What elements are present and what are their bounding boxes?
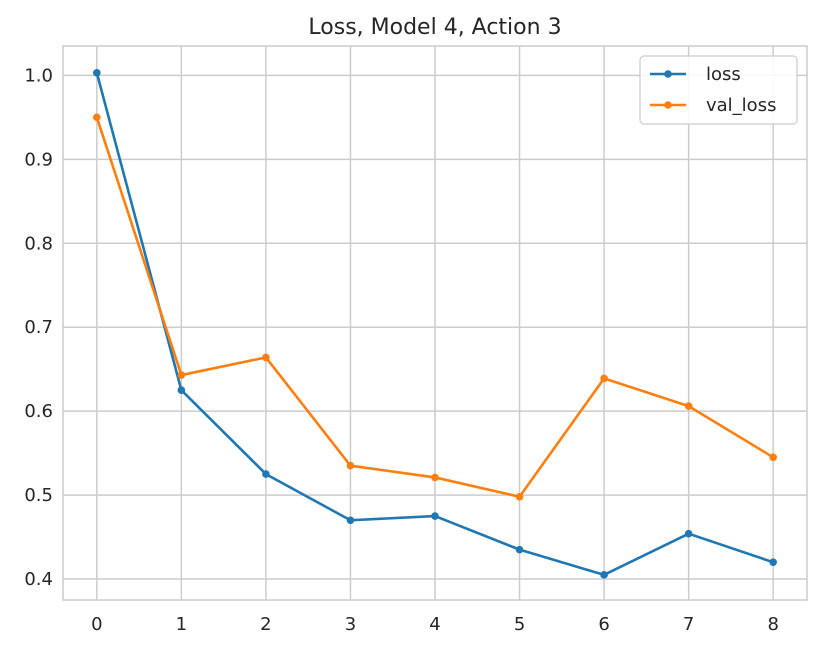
y-tick-label: 0.7 xyxy=(24,317,53,338)
data-point xyxy=(515,492,524,501)
series-val-loss xyxy=(93,113,777,501)
data-point xyxy=(431,473,439,482)
legend-marker xyxy=(664,101,672,109)
data-point xyxy=(515,545,524,554)
x-tick-label: 8 xyxy=(767,614,778,635)
x-tick-label: 5 xyxy=(514,614,525,635)
chart-title: Loss, Model 4, Action 3 xyxy=(308,15,561,40)
y-tick-label: 0.4 xyxy=(24,569,53,590)
tick-layer: 0 1 2 3 4 5 6 7 8 0.4 0.5 0.6 0.7 0.8 0.9 1.0 xyxy=(24,65,779,635)
x-tick-label: 3 xyxy=(345,614,356,635)
legend-label: val_loss xyxy=(706,95,776,116)
data-point xyxy=(684,529,693,538)
data-point xyxy=(93,69,101,77)
y-tick-label: 0.9 xyxy=(24,149,53,170)
data-point xyxy=(262,353,270,362)
grid-layer xyxy=(63,46,807,600)
y-tick-label: 0.5 xyxy=(24,485,53,506)
x-tick-label: 7 xyxy=(683,614,694,635)
x-tick-label: 4 xyxy=(429,614,440,635)
data-point xyxy=(769,558,777,567)
data-point xyxy=(431,512,439,520)
data-point xyxy=(177,386,186,394)
data-point xyxy=(262,470,270,478)
x-tick-label: 1 xyxy=(176,614,187,635)
x-tick-label: 2 xyxy=(260,614,271,635)
data-point xyxy=(769,453,777,462)
legend-item: val_loss xyxy=(650,95,776,116)
y-tick-label: 0.8 xyxy=(24,233,53,254)
plot-frame xyxy=(62,45,808,601)
series-loss xyxy=(93,69,777,579)
x-tick-label: 0 xyxy=(91,614,102,635)
x-tick-label: 6 xyxy=(598,614,609,635)
y-tick-label: 0.6 xyxy=(24,401,53,422)
data-point xyxy=(346,516,355,525)
data-point xyxy=(600,571,608,579)
legend-label: loss xyxy=(706,64,741,85)
y-tick-label: 1.0 xyxy=(24,65,53,86)
data-point xyxy=(177,371,186,379)
data-point xyxy=(346,461,355,470)
legend-item: loss xyxy=(650,64,741,85)
data-point xyxy=(684,402,693,410)
data-point xyxy=(93,113,101,122)
legend-marker xyxy=(664,70,672,78)
data-point xyxy=(600,374,608,383)
series-layer xyxy=(93,69,777,579)
legend: loss val_loss xyxy=(639,55,798,125)
